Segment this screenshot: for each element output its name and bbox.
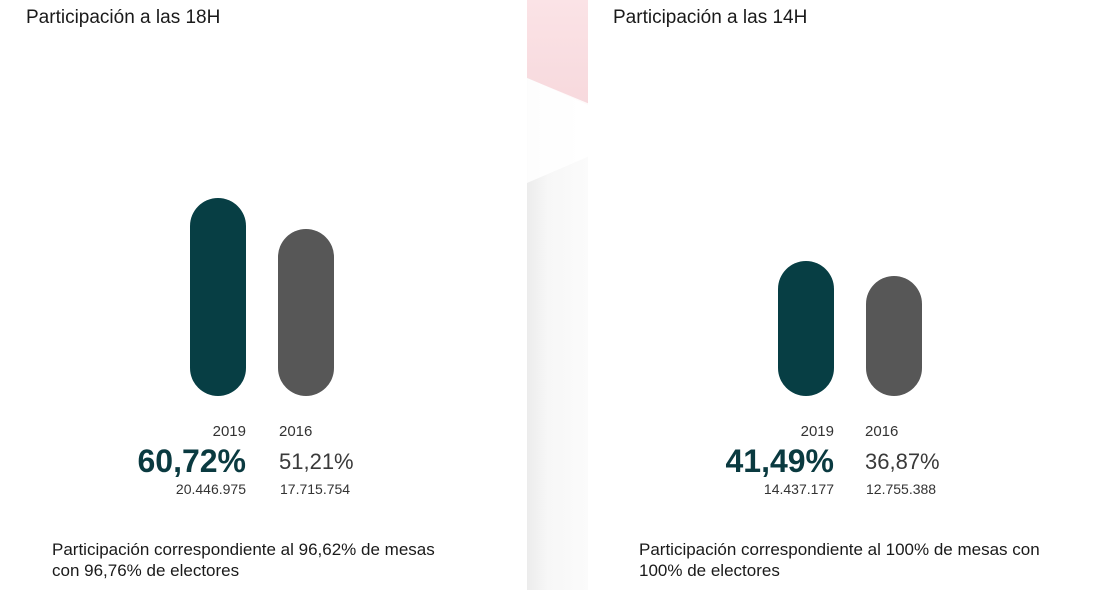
coverage-note: Participación correspondiente al 96,62% … — [52, 540, 435, 580]
voters-2016: 12.755.388 — [866, 481, 937, 497]
chart-title: Participación a las 14H — [613, 7, 808, 28]
bar-2016 — [278, 228, 334, 396]
voters-2019: 14.437.177 — [763, 481, 834, 497]
value-label-2016: 51,21% — [279, 449, 354, 474]
value-label-2019: 60,72% — [137, 443, 246, 479]
year-label-2016: 2016 — [865, 423, 899, 440]
bar-2019 — [190, 197, 246, 396]
year-label-2016: 2016 — [279, 423, 313, 440]
year-label-2019: 2019 — [800, 423, 834, 440]
chart-title: Participación a las 18H — [26, 7, 221, 28]
year-label-2019: 2019 — [212, 423, 246, 440]
value-label-2019: 41,49% — [725, 443, 834, 479]
bar-2016 — [866, 275, 922, 396]
coverage-note: Participación correspondiente al 100% de… — [639, 540, 1040, 580]
panel-divider — [527, 0, 588, 590]
bar-2019 — [778, 260, 834, 396]
value-label-2016: 36,87% — [865, 449, 940, 474]
voters-2016: 17.715.754 — [280, 481, 351, 497]
turnout-panel-18h: Participación a las 18H 2019 2016 60,72%… — [0, 0, 527, 590]
voters-2019: 20.446.975 — [175, 481, 246, 497]
turnout-panel-14h: Participación a las 14H 2019 2016 41,49%… — [588, 0, 1110, 590]
